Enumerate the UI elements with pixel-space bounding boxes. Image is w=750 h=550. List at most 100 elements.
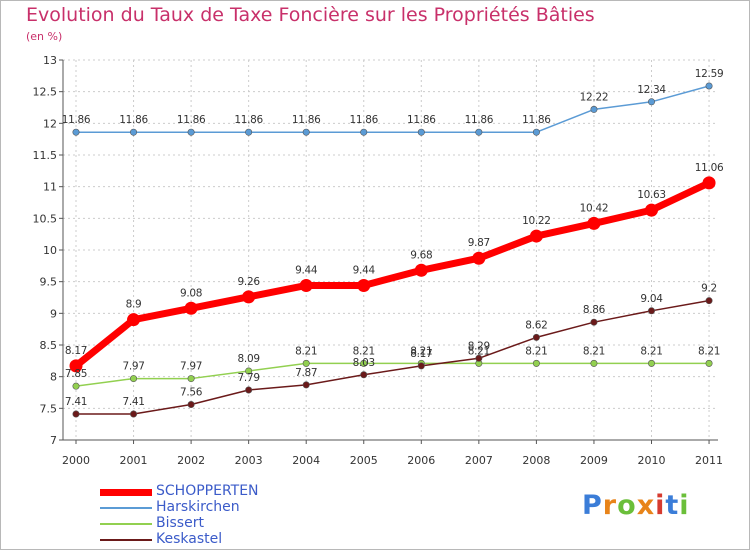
- data-label-keskastel: 7.79: [238, 372, 260, 384]
- data-point-schopperten: [357, 278, 371, 292]
- data-point-keskastel: [647, 307, 655, 315]
- data-label-harskirchen: 11.86: [177, 114, 206, 126]
- data-label-schopperten: 8.9: [126, 299, 142, 311]
- x-tick-label: 2010: [638, 454, 666, 467]
- data-point-keskastel: [302, 381, 310, 389]
- data-point-harskirchen: [130, 128, 138, 136]
- data-label-bissert: 7.97: [122, 361, 144, 373]
- legend-item-keskastel: Keskastel: [100, 531, 360, 548]
- x-tick-label: 2002: [177, 454, 205, 467]
- legend-swatch: [100, 488, 152, 496]
- data-label-harskirchen: 11.86: [292, 114, 321, 126]
- data-point-bissert: [647, 359, 655, 367]
- data-label-schopperten: 9.44: [295, 264, 318, 276]
- data-label-keskastel: 8.17: [410, 348, 432, 360]
- data-label-bissert: 7.97: [180, 361, 202, 373]
- line-chart: 7 7.5 8 8.5 9 9.5 10 10.5 11 11.5 12 12.5 13 2000 2001…: [33, 54, 725, 467]
- data-point-bissert: [130, 375, 138, 383]
- series-line-bissert: [75, 362, 710, 387]
- data-point-harskirchen: [245, 128, 253, 136]
- data-label-bissert: 8.21: [525, 345, 547, 357]
- data-point-schopperten: [587, 216, 601, 230]
- data-point-harskirchen: [647, 98, 655, 106]
- x-tick-label: 2011: [695, 454, 723, 467]
- proxiti-logo: Proxiti: [582, 490, 690, 521]
- data-point-keskastel: [187, 401, 195, 409]
- y-tick-label: 8: [50, 371, 57, 384]
- data-label-schopperten: 9.08: [180, 287, 202, 299]
- data-label-bissert: 8.21: [410, 345, 432, 357]
- legend: SCHOPPERTEN Harskirchen Bissert Keskastel: [100, 483, 360, 548]
- data-label-keskastel: 9.2: [701, 283, 717, 295]
- data-point-harskirchen: [417, 128, 425, 136]
- legend-label: SCHOPPERTEN: [156, 483, 259, 499]
- y-tick-label: 11: [43, 181, 57, 194]
- data-label-keskastel: 9.04: [640, 293, 663, 305]
- data-label-keskastel: 7.87: [295, 367, 317, 379]
- data-label-schopperten: 9.26: [238, 276, 261, 288]
- y-tick-label: 8.5: [40, 339, 58, 352]
- data-label-schopperten: 9.68: [410, 249, 432, 261]
- data-point-keskastel: [72, 410, 80, 418]
- data-point-schopperten: [702, 176, 716, 190]
- x-tick-label: 2008: [522, 454, 550, 467]
- data-point-keskastel: [417, 362, 425, 370]
- data-point-bissert: [705, 359, 713, 367]
- data-point-harskirchen: [705, 82, 713, 90]
- data-label-bissert: 8.21: [468, 345, 490, 357]
- data-label-bissert: 8.21: [295, 345, 317, 357]
- data-point-bissert: [187, 375, 195, 383]
- data-point-schopperten: [299, 278, 313, 292]
- data-point-schopperten: [242, 290, 256, 304]
- data-point-keskastel: [475, 354, 483, 362]
- legend-swatch: [100, 507, 152, 509]
- y-tick-label: 9.5: [40, 276, 58, 289]
- data-label-bissert: 8.21: [698, 345, 720, 357]
- data-label-harskirchen: 12.34: [637, 84, 666, 96]
- data-label-harskirchen: 12.22: [580, 91, 609, 103]
- y-tick-label: 9: [50, 307, 57, 320]
- data-point-schopperten: [472, 251, 486, 265]
- legend-item-harskirchen: Harskirchen: [100, 499, 360, 516]
- data-point-keskastel: [590, 318, 598, 326]
- x-tick-label: 2009: [580, 454, 608, 467]
- y-tick-label: 12.5: [33, 86, 58, 99]
- data-point-keskastel: [245, 386, 253, 394]
- x-tick-label: 2007: [465, 454, 493, 467]
- data-label-keskastel: 7.41: [65, 396, 87, 408]
- y-unit-label: (en %): [26, 30, 63, 43]
- legend-label: Bissert: [156, 515, 204, 531]
- data-label-keskastel: 8.03: [353, 357, 375, 369]
- x-tick-label: 2001: [120, 454, 148, 467]
- data-label-harskirchen: 11.86: [407, 114, 436, 126]
- data-point-harskirchen: [360, 128, 368, 136]
- data-point-harskirchen: [532, 128, 540, 136]
- y-tick-label: 7: [50, 434, 57, 447]
- data-label-keskastel: 8.29: [468, 340, 490, 352]
- legend-label: Keskastel: [156, 531, 223, 547]
- data-label-harskirchen: 11.86: [62, 114, 91, 126]
- data-point-schopperten: [184, 301, 198, 315]
- data-label-schopperten: 9.87: [468, 237, 490, 249]
- data-point-schopperten: [127, 313, 141, 327]
- data-label-schopperten: 11.06: [695, 162, 724, 174]
- data-point-bissert: [245, 367, 253, 375]
- y-tick-label: 11.5: [33, 149, 58, 162]
- data-label-bissert: 8.21: [583, 345, 605, 357]
- x-tick-label: 2005: [350, 454, 378, 467]
- data-point-harskirchen: [302, 128, 310, 136]
- legend-swatch: [100, 523, 152, 525]
- data-label-keskastel: 8.86: [583, 304, 606, 316]
- series-line-schopperten: [73, 179, 711, 369]
- data-label-schopperten: 10.63: [637, 189, 666, 201]
- data-label-bissert: 8.21: [353, 345, 375, 357]
- data-point-bissert: [360, 359, 368, 367]
- data-point-schopperten: [414, 263, 428, 277]
- data-point-keskastel: [130, 410, 138, 418]
- data-point-keskastel: [532, 333, 540, 341]
- data-label-schopperten: 10.22: [522, 215, 551, 227]
- data-point-harskirchen: [475, 128, 483, 136]
- y-tick-label: 10.5: [33, 212, 58, 225]
- y-tick-label: 7.5: [40, 402, 58, 415]
- data-label-schopperten: 10.42: [580, 202, 609, 214]
